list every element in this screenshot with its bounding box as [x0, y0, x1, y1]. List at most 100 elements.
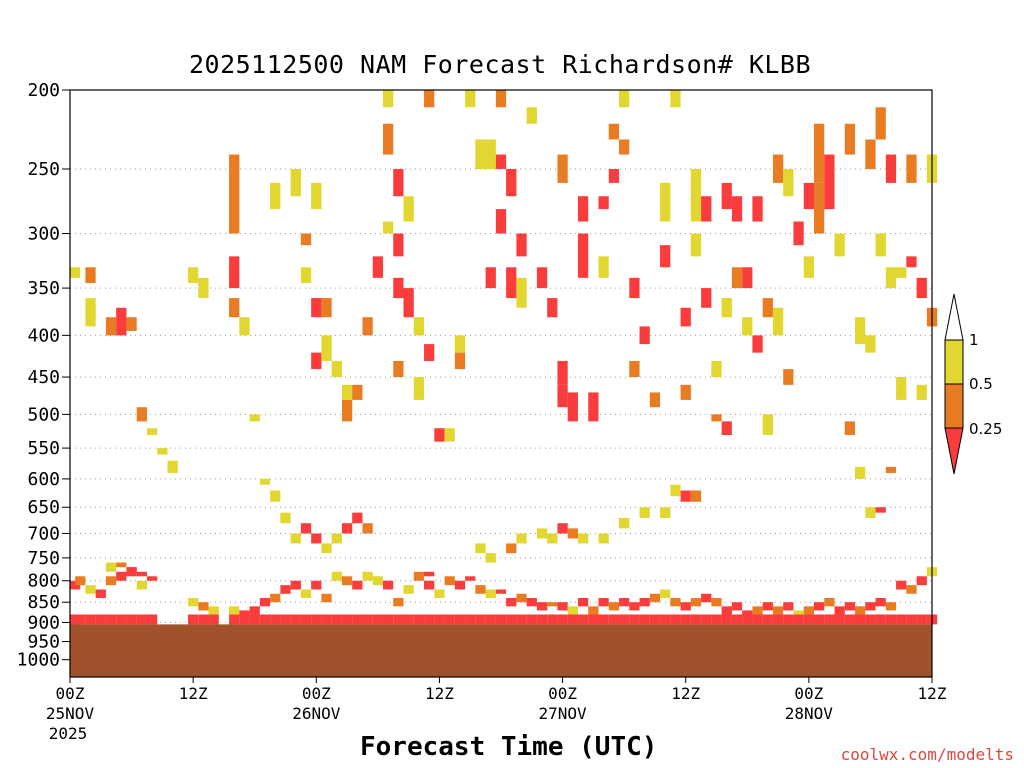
- ri-cell: [116, 307, 127, 336]
- ri-cell: [495, 614, 507, 625]
- ri-cell: [116, 614, 127, 625]
- ri-cell: [516, 533, 527, 544]
- y-tick-label: 900: [27, 612, 60, 633]
- ri-cell: [721, 606, 732, 615]
- ri-cell: [557, 523, 568, 534]
- ri-cell: [803, 256, 814, 278]
- ri-cell: [639, 326, 650, 345]
- ri-cell: [75, 576, 86, 586]
- ri-cell: [362, 614, 373, 625]
- ri-cell: [629, 602, 640, 611]
- ri-cell: [639, 507, 650, 518]
- ri-cell: [229, 298, 240, 318]
- ri-cell: [393, 277, 404, 299]
- ri-cell: [311, 580, 322, 590]
- ri-cell: [362, 317, 373, 336]
- ri-cell: [475, 614, 486, 625]
- ri-cell: [772, 154, 784, 183]
- colorbar-bottom-arrow: [944, 427, 964, 475]
- ri-cell: [136, 580, 147, 590]
- ri-cell: [495, 154, 507, 169]
- ri-cell: [752, 606, 763, 615]
- ri-cell: [157, 448, 168, 455]
- credit-link[interactable]: coolwx.com/modelts: [840, 745, 1014, 764]
- y-tick-label: 850: [27, 592, 60, 613]
- ri-cell: [495, 209, 507, 234]
- ri-cell: [690, 233, 702, 257]
- ri-cell: [742, 317, 753, 336]
- x-tick-date: 25NOV: [46, 704, 95, 723]
- y-tick-label: 200: [27, 80, 60, 101]
- ri-cell: [208, 606, 219, 615]
- ri-cell: [670, 484, 681, 497]
- y-tick-label: 250: [27, 159, 60, 180]
- ri-cell: [403, 585, 414, 594]
- ri-cell: [906, 614, 917, 625]
- ri-cell: [885, 267, 897, 289]
- ri-cell: [475, 585, 486, 594]
- ri-cell: [536, 528, 548, 539]
- ri-cell: [906, 256, 917, 268]
- ri-cell: [506, 543, 517, 554]
- ri-cell: [300, 233, 312, 246]
- ri-cell: [434, 614, 445, 625]
- ri-cell: [321, 614, 332, 625]
- ri-cell: [711, 614, 722, 625]
- ri-cell: [352, 614, 363, 625]
- ri-cell: [855, 606, 866, 615]
- ri-cell: [752, 196, 763, 222]
- ri-cell: [136, 614, 147, 625]
- ri-cell: [321, 593, 332, 603]
- ri-cell: [557, 614, 568, 625]
- ri-cell: [803, 614, 814, 625]
- ri-cell: [321, 335, 332, 361]
- ri-cell: [813, 614, 825, 625]
- ri-cell: [249, 414, 260, 422]
- ri-cell: [331, 571, 342, 581]
- ri-cell: [280, 585, 291, 594]
- ri-cell: [577, 533, 589, 544]
- ri-cell: [341, 576, 353, 586]
- ri-cell: [208, 614, 219, 625]
- ri-cell: [188, 267, 199, 284]
- ri-cell: [731, 267, 743, 289]
- ri-cell: [229, 154, 240, 234]
- ri-cell: [742, 267, 753, 289]
- ri-cell: [280, 614, 291, 625]
- ri-cell: [270, 614, 281, 625]
- ri-cell: [598, 598, 609, 607]
- ri-cell: [444, 428, 455, 442]
- ri-cell: [475, 139, 486, 169]
- ri-cell: [547, 614, 558, 625]
- ri-cell: [577, 614, 589, 625]
- ri-cell: [352, 384, 363, 400]
- ri-cell: [341, 614, 353, 625]
- ri-cell: [239, 614, 250, 625]
- ri-cell: [608, 614, 620, 625]
- ri-cell: [506, 614, 517, 625]
- ri-cell: [629, 614, 640, 625]
- ri-cell: [311, 298, 322, 318]
- x-tick-label: 12Z: [918, 684, 947, 703]
- ri-cell: [454, 614, 466, 625]
- ri-cell: [793, 221, 804, 246]
- ri-cell: [382, 614, 394, 625]
- ri-cell: [403, 614, 414, 625]
- ri-cell: [352, 512, 363, 524]
- y-tick-label: 800: [27, 571, 60, 592]
- ri-cell: [577, 196, 589, 222]
- ri-cell: [834, 233, 845, 257]
- x-tick-label: 00Z: [548, 684, 577, 703]
- ri-cell: [126, 567, 137, 577]
- ri-cell: [311, 614, 322, 625]
- ri-cell: [608, 168, 620, 183]
- x-tick-label: 00Z: [794, 684, 823, 703]
- ri-cell: [393, 233, 404, 257]
- ri-cell: [249, 614, 260, 625]
- plot-frame: [69, 89, 933, 678]
- ri-cell: [188, 598, 199, 607]
- ri-cell: [116, 571, 127, 581]
- ri-cell: [341, 384, 353, 400]
- ri-cell: [229, 256, 240, 289]
- ri-cell: [834, 614, 845, 625]
